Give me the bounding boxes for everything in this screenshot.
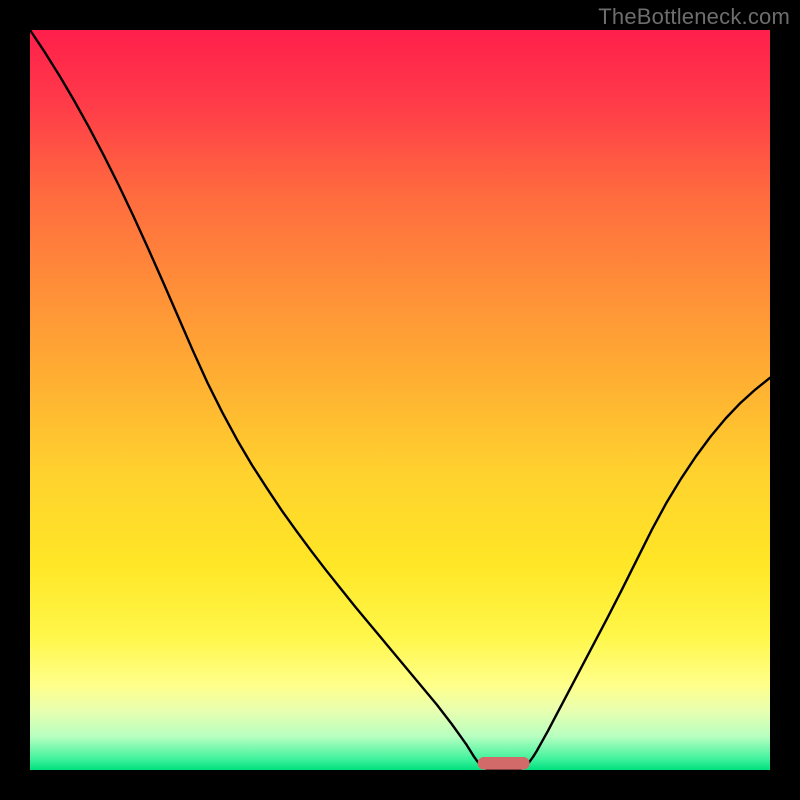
chart-svg — [0, 0, 800, 800]
chart-stage: TheBottleneck.com — [0, 0, 800, 800]
optimum-marker — [478, 757, 530, 770]
watermark-text: TheBottleneck.com — [598, 4, 790, 30]
